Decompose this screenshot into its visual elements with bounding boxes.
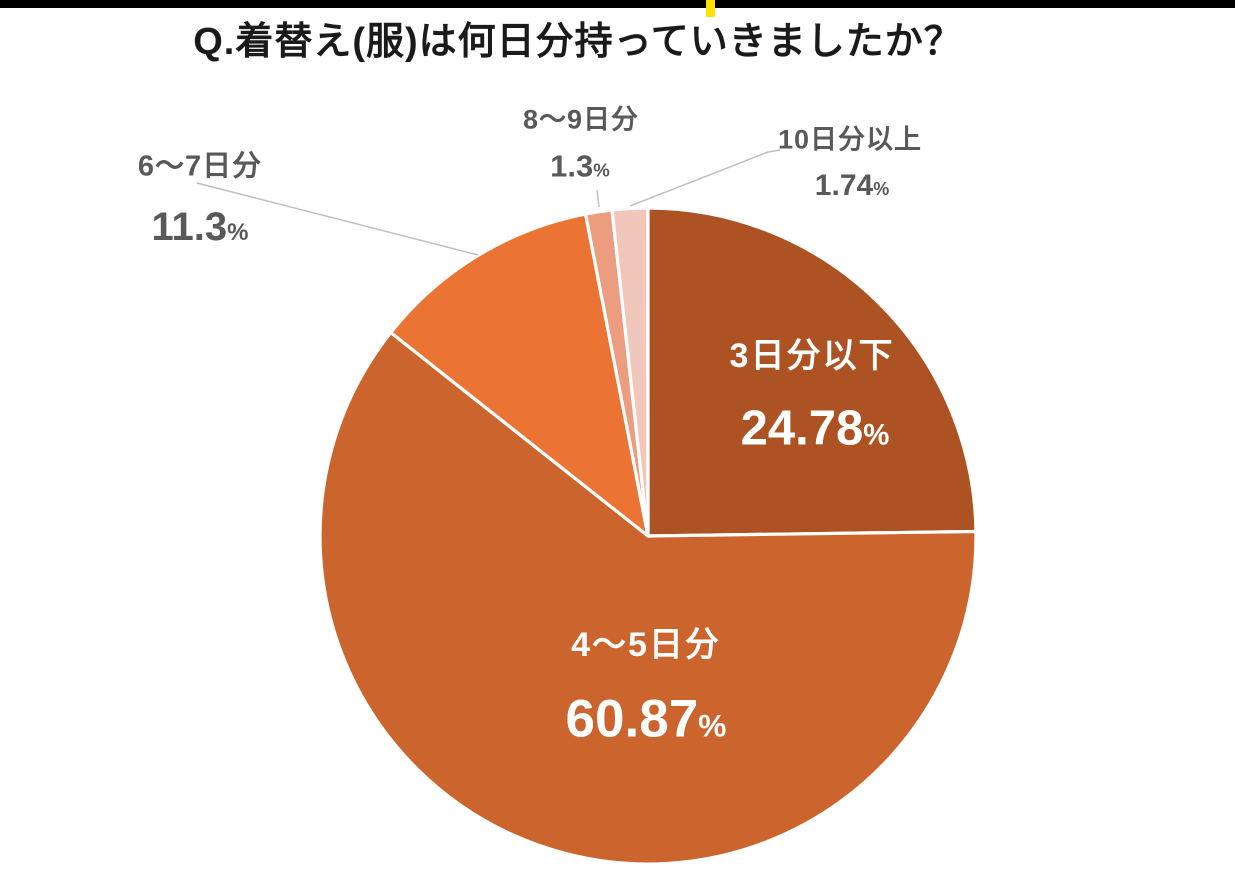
slice-value-10plus-days: 1.74% <box>815 171 889 201</box>
slice-value-number: 60.87 <box>565 689 699 749</box>
slice-value-number: 11.3 <box>151 205 228 249</box>
leader-line-8-9days <box>596 189 600 208</box>
pie-slice-1 <box>318 330 978 866</box>
leader-line-6-7days <box>196 182 479 256</box>
chart-title: Q.着替え(服)は何日分持っていきましたか？ <box>193 21 963 63</box>
slice-label-10plus-days: 10日分以上 <box>777 124 923 155</box>
slice-value-3days-or-less: 24.78% <box>740 401 890 456</box>
slice-label-3days-or-less: 3日分以下 <box>729 337 895 375</box>
text-cursor-mark <box>706 0 715 17</box>
pie-slice-0 <box>646 206 978 538</box>
slice-value-number: 1.3 <box>550 148 594 184</box>
slice-value-4-5days: 60.87% <box>566 693 727 746</box>
pie-slices <box>318 206 978 866</box>
percent-sign: % <box>227 219 249 246</box>
slice-value-number: 1.74 <box>814 169 874 202</box>
percent-sign: % <box>698 707 727 744</box>
leader-line-10plus-days <box>629 149 781 207</box>
slice-value-6-7days: 11.3% <box>152 207 249 247</box>
percent-sign: % <box>593 159 610 181</box>
slice-label-4-5days: 4～5日分 <box>571 626 721 664</box>
slice-value-8-9days: 1.3% <box>550 151 610 182</box>
slice-label-8-9days: 8～9日分 <box>522 104 640 135</box>
slice-label-6-7days: 6～7日分 <box>137 150 263 183</box>
top-border-bar <box>0 0 1235 8</box>
pie-slice-4 <box>610 206 650 538</box>
slice-value-number: 24.78 <box>740 401 864 456</box>
pie-slice-2 <box>389 212 650 538</box>
percent-sign: % <box>873 179 890 199</box>
percent-sign: % <box>863 418 890 452</box>
